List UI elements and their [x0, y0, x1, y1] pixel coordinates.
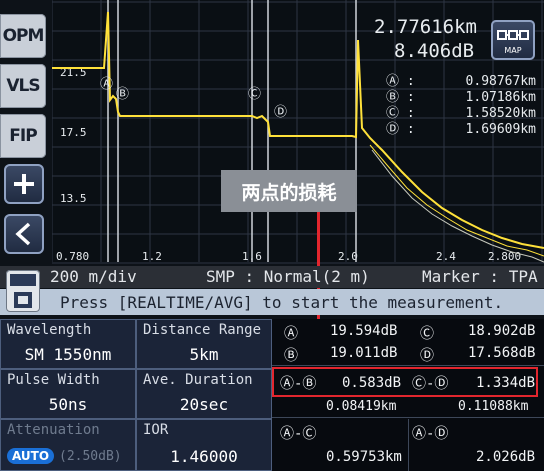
save-file-button[interactable]	[6, 270, 40, 312]
attenuation-label: Attenuation	[7, 422, 100, 438]
trace-cursor-label: Ⓒ	[248, 87, 261, 102]
x-tick-label: 1.2	[142, 250, 162, 263]
ab-label: Ⓐ-Ⓑ	[280, 376, 317, 392]
cursor-marker-list: Ⓐ : Ⓑ : Ⓒ : Ⓓ :	[386, 74, 415, 138]
map-button-label: MAP	[504, 46, 522, 55]
x-tick-label: 2.0	[338, 250, 358, 263]
trace-cursor-label: Ⓓ	[274, 105, 287, 120]
marker-b-level: 19.011dB	[330, 345, 398, 361]
y-tick-label: 13.5	[60, 192, 87, 205]
cd-label: Ⓒ-Ⓓ	[412, 376, 449, 392]
cursor-a-symbol: Ⓐ	[386, 74, 400, 89]
cd-loss: 1.334dB	[476, 375, 536, 391]
vls-button[interactable]: VLS	[0, 64, 46, 108]
back-button[interactable]	[4, 214, 44, 254]
opm-button-label: OPM	[2, 26, 45, 46]
fip-button[interactable]: FIP	[0, 114, 46, 158]
opm-button[interactable]: OPM	[0, 14, 46, 58]
x-tick-label: 2.800	[488, 250, 521, 263]
ior-value: 1.46000	[170, 447, 238, 466]
ab-distance: 0.08419km	[326, 399, 397, 414]
trace-noise-line	[369, 144, 544, 257]
wavelength-setting[interactable]: Wavelength SM 1550nm	[0, 319, 136, 369]
cursor-a-distance: 0.98767km	[465, 74, 536, 89]
loss-divider-mid	[272, 417, 544, 418]
marker-a-symbol: Ⓐ	[284, 326, 298, 342]
attenuation-setting[interactable]: Attenuation AUTO (2.50dB)	[0, 419, 136, 471]
ac-label: Ⓐ-Ⓒ	[280, 426, 317, 442]
ave-duration-label: Ave. Duration	[143, 372, 253, 388]
pulse-width-setting[interactable]: Pulse Width 50ns	[0, 369, 136, 419]
sampling-text: SMP : Normal(2 m)	[206, 267, 370, 286]
vls-button-label: VLS	[6, 76, 40, 96]
cursor-b-distance: 1.07186km	[465, 90, 536, 105]
ave-duration-value: 20sec	[179, 395, 229, 414]
pulse-width-value: 50ns	[48, 395, 88, 414]
x-tick-label: 0.780	[56, 250, 89, 263]
message-text: Press [REALTIME/AVG] to start the measur…	[60, 293, 504, 312]
cursor-c-symbol: Ⓒ	[386, 106, 400, 121]
highlight-box	[272, 367, 538, 397]
ad-label: Ⓐ-Ⓓ	[412, 426, 449, 442]
marker-c-symbol: Ⓒ	[420, 326, 434, 342]
cursor-b-symbol: Ⓑ	[386, 90, 400, 105]
wavelength-label: Wavelength	[7, 322, 92, 338]
cursor-marker-c: Ⓒ :	[386, 106, 415, 121]
loss-divider-top	[272, 365, 544, 366]
trace-cursor-label: Ⓑ	[116, 87, 129, 102]
file-save-icon	[10, 274, 36, 308]
x-tick-label: 2.4	[436, 250, 456, 263]
marker-mode-text: Marker : TPA	[422, 267, 538, 286]
message-bar: Press [REALTIME/AVG] to start the measur…	[0, 289, 544, 315]
marker-d-symbol: Ⓓ	[420, 348, 434, 364]
attenuation-value: (2.50dB)	[59, 449, 122, 464]
ac-distance: 0.59753km	[326, 449, 402, 465]
loss-readout: 8.406dB	[394, 40, 475, 62]
callout-label: 两点的损耗	[221, 170, 357, 212]
pulse-width-label: Pulse Width	[7, 372, 100, 388]
marker-b-symbol: Ⓑ	[284, 348, 298, 364]
cursor-marker-a: Ⓐ :	[386, 74, 415, 89]
trace-noise-line-2	[371, 149, 544, 263]
zoom-in-button[interactable]	[4, 164, 44, 204]
scale-status-bar: 200 m/div SMP : Normal(2 m) Marker : TPA	[0, 266, 544, 288]
scale-text: 200 m/div	[50, 267, 137, 286]
marker-c-level: 18.902dB	[468, 323, 536, 339]
attenuation-auto-badge[interactable]: AUTO	[7, 448, 55, 464]
cursor-marker-d: Ⓓ :	[386, 122, 415, 137]
fip-button-label: FIP	[9, 126, 37, 146]
distance-range-label: Distance Range	[143, 322, 262, 338]
loss-divider-vert	[408, 419, 409, 471]
map-icon	[497, 30, 529, 40]
cursor-position-list: 0.98767km 1.07186km 1.58520km 1.69609km	[452, 74, 536, 138]
marker-d-level: 17.568dB	[468, 345, 536, 361]
trace-cursor-label: Ⓐ	[100, 77, 113, 92]
cursor-c-distance: 1.58520km	[465, 106, 536, 121]
ad-loss: 2.026dB	[476, 449, 536, 465]
distance-range-value: 5km	[189, 345, 219, 364]
map-button[interactable]: MAP	[491, 20, 535, 60]
ior-label: IOR	[143, 422, 169, 438]
cd-distance: 0.11088km	[458, 399, 529, 414]
ave-duration-setting[interactable]: Ave. Duration 20sec	[136, 369, 272, 419]
ior-setting[interactable]: IOR 1.46000	[136, 419, 272, 471]
distance-readout: 2.77616km	[374, 16, 477, 38]
distance-range-setting[interactable]: Distance Range 5km	[136, 319, 272, 369]
cursor-marker-b: Ⓑ :	[386, 90, 415, 105]
y-tick-label: 21.5	[60, 66, 87, 79]
wavelength-value: SM 1550nm	[24, 345, 112, 364]
ab-loss: 0.583dB	[342, 375, 402, 391]
cursor-d-distance: 1.69609km	[465, 122, 536, 137]
chevron-left-icon	[15, 222, 31, 246]
marker-a-level: 19.594dB	[330, 323, 398, 339]
trace-line	[52, 11, 544, 249]
plus-icon	[14, 174, 34, 194]
y-tick-label: 17.5	[60, 126, 87, 139]
cursor-d-symbol: Ⓓ	[386, 122, 400, 137]
